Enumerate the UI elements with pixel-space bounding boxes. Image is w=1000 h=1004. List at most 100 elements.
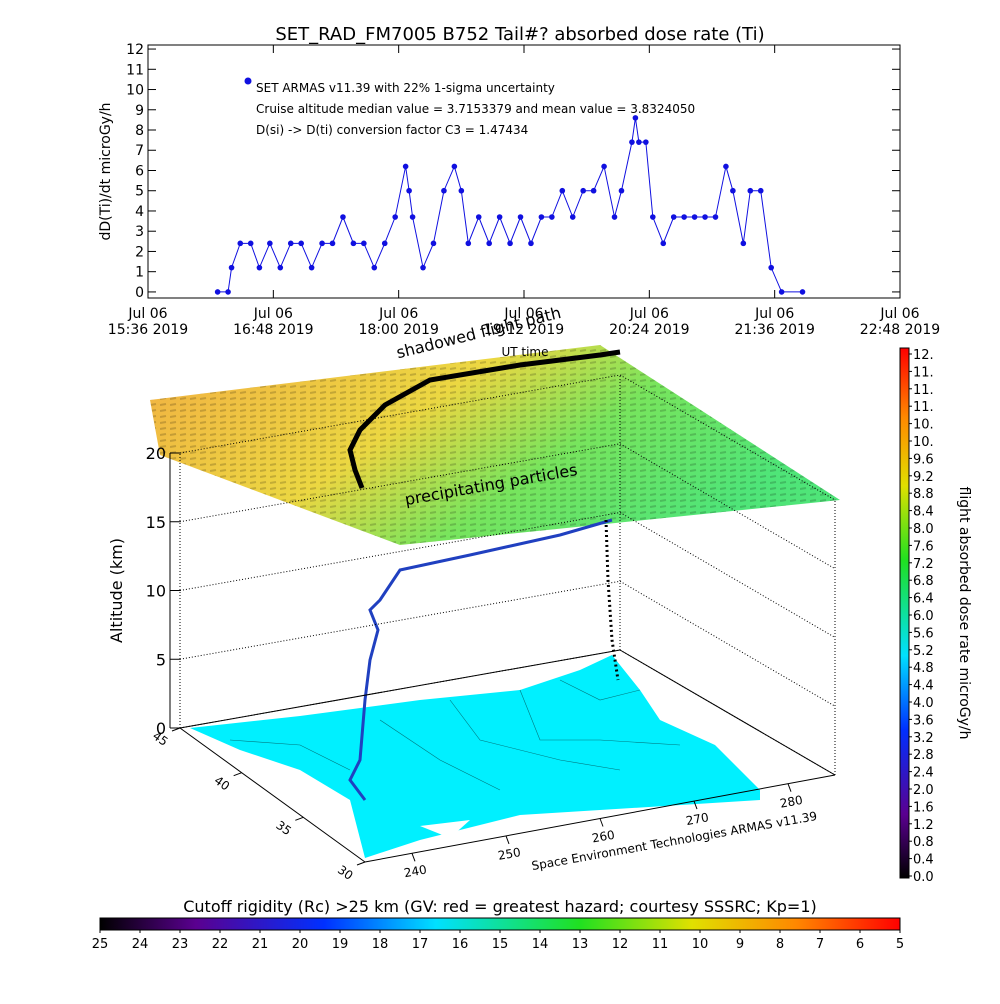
data-point [636, 139, 642, 145]
colorbar-tick-label: 7 [816, 937, 824, 952]
colorbar-tick-label: 11. [913, 365, 934, 380]
data-point [381, 240, 388, 247]
top-plane [150, 345, 840, 545]
data-point [528, 240, 534, 247]
colorbar-tick-label: 24 [132, 937, 149, 952]
y-tick-label: 8 [135, 123, 144, 139]
annotation: SET ARMAS v11.39 with 22% 1-sigma uncert… [256, 81, 555, 95]
data-point [629, 139, 635, 145]
colorbar-tick-label: 1.2 [913, 818, 934, 833]
y-tick-label: 12 [126, 42, 144, 58]
colorbar-tick-label: 8.4 [913, 505, 934, 520]
lon-tick-label: 280 [779, 793, 804, 811]
data-point [681, 214, 687, 220]
data-point [441, 187, 447, 194]
z-grid-line [179, 374, 836, 501]
x-tick-label: Jul 06 [503, 306, 543, 322]
x-tick-label: Jul 06 [253, 306, 293, 322]
colorbar-tick-label: 8 [776, 937, 784, 952]
lon-tick-label: 260 [591, 828, 616, 846]
colorbar-tick-label: 9.6 [913, 452, 934, 467]
z-tick-label: 20 [146, 444, 166, 463]
data-point [465, 240, 472, 247]
colorbar-tick-label: 25 [92, 937, 109, 952]
data-point [475, 214, 482, 220]
x-tick-label: 22:48 2019 [860, 322, 940, 338]
data-point [618, 187, 625, 194]
x-tick-label: Jul 06 [127, 306, 167, 322]
data-point [730, 187, 736, 194]
colorbar-tick-label: 10 [692, 937, 709, 952]
data-point [409, 214, 416, 220]
shadow-path [347, 349, 621, 489]
data-point [601, 163, 607, 170]
chart-title: SET_RAD_FM7005 B752 Tail#? absorbed dose… [275, 24, 764, 45]
x-tick-label: 15:36 2019 [108, 322, 188, 338]
data-point [569, 214, 576, 220]
z-grid-line [179, 511, 836, 638]
colorbar-label: flight absorbed dose rate microGy/h [956, 487, 972, 740]
colorbar-tick-label: 3.6 [913, 713, 934, 728]
z-tick-label: 0 [156, 719, 166, 738]
colorbar-tick-label: 14 [532, 937, 549, 952]
colorbar-tick-label: 11. [913, 400, 934, 415]
y-tick-label: 5 [135, 184, 144, 200]
colorbar-tick-label: 6.8 [913, 574, 934, 589]
annotation: Cruise altitude median value = 3.7153379… [256, 102, 695, 116]
z-grid-line [179, 580, 836, 707]
colorbar-tick-label: 8.0 [913, 522, 934, 537]
colorbar-tick-label: 11 [652, 937, 669, 952]
colorbar-tick-label: 6.4 [913, 592, 934, 607]
colorbar-tick-label: 1.6 [913, 800, 934, 815]
colorbar-label: Cutoff rigidity (Rc) >25 km (GV: red = g… [183, 897, 817, 916]
data-point [768, 264, 774, 271]
x-tick-label: 18:00 2019 [358, 322, 438, 338]
data-point [329, 240, 336, 247]
floor-edge [179, 727, 366, 863]
colorbar-tick-label: 20 [292, 937, 309, 952]
colorbar-tick-label: 5 [896, 937, 904, 952]
lat-tick [295, 816, 304, 821]
y-tick-label: 6 [135, 163, 144, 179]
data-point [277, 264, 284, 271]
legend-marker [244, 77, 252, 85]
lon-tick-label: 240 [403, 862, 428, 880]
data-point [247, 240, 254, 247]
data-point [298, 240, 304, 247]
colorbar-tick-label: 8.8 [913, 487, 934, 502]
data-point [402, 163, 409, 170]
data-point [225, 289, 231, 295]
data-point [799, 289, 806, 295]
data-point [740, 240, 747, 247]
colorbar-tick-label: 7.6 [913, 539, 934, 554]
data-point [650, 214, 656, 220]
colorbar-tick-label: 17 [412, 937, 429, 952]
z-grid-line [179, 443, 836, 570]
data-point [340, 214, 346, 220]
data-point [757, 187, 764, 194]
colorbar-tick-label: 5.2 [913, 644, 934, 659]
data-line [217, 117, 803, 293]
annotation: D(si) -> D(ti) conversion factor C3 = 1.… [256, 123, 528, 137]
colorbar-tick-label: 6.0 [913, 609, 934, 624]
colorbar-tick-label: 13 [572, 937, 589, 952]
colorbar-tick-label: 0.0 [913, 870, 934, 885]
x-tick-label: 16:48 2019 [233, 322, 313, 338]
data-point [420, 264, 426, 271]
data-point [778, 289, 785, 295]
data-point [214, 289, 221, 295]
data-point [549, 214, 555, 220]
colorbar-tick-label: 3.2 [913, 731, 934, 746]
data-point [228, 264, 235, 271]
data-point [458, 187, 465, 194]
colorbar-tick-label: 23 [172, 937, 189, 952]
colorbar-tick-label: 2.8 [913, 748, 934, 763]
colorbar-tick-label: 2.0 [913, 783, 934, 798]
data-point [712, 214, 719, 220]
data-point [517, 214, 524, 220]
data-point [702, 214, 708, 220]
data-point [643, 139, 649, 145]
x-tick-label: 19:12 2019 [484, 322, 564, 338]
data-point [237, 240, 244, 247]
data-point [507, 240, 513, 247]
